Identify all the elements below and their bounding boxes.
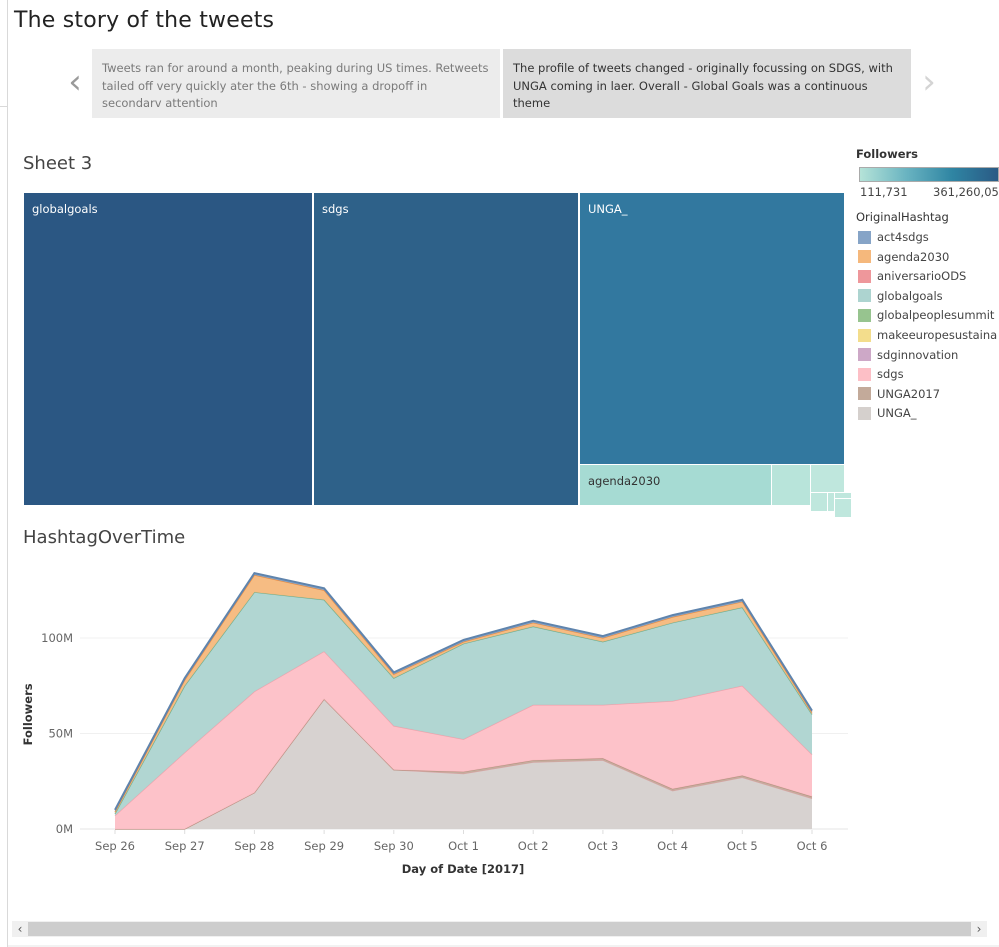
cell-label: agenda2030: [588, 474, 661, 488]
x-tick-label: Sep 27: [165, 839, 205, 853]
story-point-1[interactable]: Tweets ran for around a month, peaking d…: [92, 49, 500, 118]
legend-item[interactable]: UNGA2017: [858, 386, 940, 402]
treemap-cell-small[interactable]: [810, 492, 828, 512]
x-tick-label: Oct 5: [727, 839, 758, 853]
legend-swatch: [858, 348, 871, 362]
legend-item[interactable]: act4sdgs: [858, 229, 929, 245]
followers-legend-title: Followers: [856, 147, 919, 161]
followers-max-label: 361,260,05: [933, 185, 999, 199]
legend-swatch: [858, 269, 871, 283]
treemap-title: Sheet 3: [23, 153, 93, 174]
scrollbar-thumb[interactable]: [28, 922, 971, 936]
x-tick-label: Oct 6: [797, 839, 828, 853]
legend-label: UNGA2017: [877, 386, 941, 401]
legend-label: agenda2030: [877, 249, 950, 264]
legend-item[interactable]: sdgs: [858, 366, 904, 382]
area-sdgs: [115, 651, 812, 829]
x-tick-label: Sep 28: [234, 839, 274, 853]
legend-swatch: [858, 328, 871, 342]
chevron-left-icon: ‹: [68, 62, 82, 102]
story-point-2-selected[interactable]: The profile of tweets changed - original…: [503, 49, 911, 118]
scroll-left-button[interactable]: ‹: [13, 921, 27, 937]
area-globalgoals: [115, 592, 812, 816]
y-tick-label: 100M: [41, 631, 73, 645]
legend-label: aniversarioODS: [877, 269, 967, 284]
hashtag-over-time-chart: 0M 50M 100M Sep 26 Sep 27 Sep 28 Sep 29 Sep 30 O…: [21, 571, 848, 876]
area-unga-: [115, 699, 812, 829]
scroll-right-button[interactable]: ›: [972, 921, 986, 937]
legend-swatch: [858, 308, 871, 322]
legend-item[interactable]: globalgoals: [858, 288, 943, 304]
legend-label: UNGA_: [877, 406, 917, 421]
x-tick-label: Oct 1: [448, 839, 479, 853]
legend-swatch: [858, 367, 871, 381]
followers-color-ramp: [859, 167, 999, 182]
bottom-border: [8, 945, 999, 947]
x-axis-title: Day of Date [2017]: [402, 862, 525, 876]
y-axis-title: Followers: [21, 683, 35, 745]
line-act4sdgs: [114, 571, 813, 811]
x-tick-label: Sep 26: [95, 839, 135, 853]
cell-label: globalgoals: [32, 202, 98, 216]
chevron-right-icon: ›: [922, 62, 936, 102]
treemap-cell-globalgoals[interactable]: globalgoals: [23, 192, 313, 506]
legend-label: sdgs: [877, 367, 904, 382]
x-tick-label: Oct 3: [587, 839, 618, 853]
horizontal-scrollbar[interactable]: ‹ ›: [12, 921, 987, 937]
legend-label: globalgoals: [877, 288, 943, 303]
legend-item[interactable]: makeeuropesustaina: [858, 327, 997, 343]
treemap-cell-small[interactable]: [810, 464, 845, 493]
y-tick-label: 50M: [48, 727, 73, 741]
legend-swatch: [858, 230, 871, 244]
legend-item[interactable]: sdginnovation: [858, 347, 958, 363]
story-title: The story of the tweets: [14, 8, 275, 33]
left-tick: [0, 106, 7, 107]
legend-label: globalpeoplesummit: [877, 308, 995, 323]
legend-item[interactable]: UNGA_: [858, 405, 917, 421]
area-chart-title: HashtagOverTime: [23, 527, 186, 548]
legend-swatch: [858, 387, 871, 401]
legend-label: act4sdgs: [877, 230, 929, 244]
legend-label: makeeuropesustaina: [877, 328, 998, 342]
hashtag-legend-title: OriginalHashtag: [856, 210, 949, 224]
cell-label: sdgs: [322, 202, 349, 216]
treemap-cell-sdgs[interactable]: sdgs: [313, 192, 579, 506]
legend-label: sdginnovation: [877, 347, 959, 362]
x-tick-label: Sep 29: [304, 839, 344, 853]
line-sdgs: [114, 650, 813, 817]
x-tick-label: Oct 4: [657, 839, 688, 853]
x-tick-label: Sep 30: [374, 839, 414, 853]
treemap-cell-small[interactable]: [771, 464, 811, 506]
treemap-cell-unga[interactable]: UNGA_: [579, 192, 845, 465]
followers-min-label: 111,731: [860, 185, 908, 199]
next-story-point-button[interactable]: ›: [914, 62, 944, 102]
x-tick-label: Oct 2: [518, 839, 549, 853]
chevron-right-icon: ›: [976, 922, 982, 936]
legend-swatch: [858, 250, 871, 264]
line-unga2017: [115, 698, 813, 830]
chevron-left-icon: ‹: [17, 922, 23, 936]
cell-label: UNGA_: [588, 202, 628, 216]
left-border: [7, 0, 8, 947]
legend-item[interactable]: agenda2030: [858, 249, 949, 265]
treemap-cell-agenda2030[interactable]: agenda2030: [579, 464, 772, 506]
y-tick-label: 0M: [56, 822, 73, 836]
legend-swatch: [858, 289, 871, 303]
treemap: globalgoals sdgs UNGA_ agenda2030: [23, 192, 852, 518]
treemap-cell-small[interactable]: [834, 498, 852, 518]
legend-item[interactable]: aniversarioODS: [858, 268, 966, 284]
legend-swatch: [858, 406, 871, 420]
previous-story-point-button[interactable]: ‹: [60, 62, 90, 102]
legend-item[interactable]: globalpeoplesummit: [858, 307, 994, 323]
